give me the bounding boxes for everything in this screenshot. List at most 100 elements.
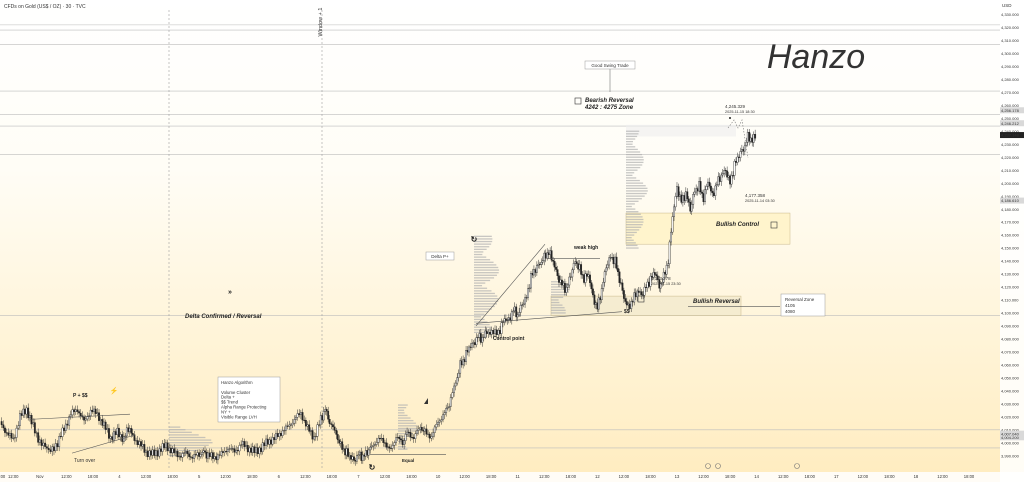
price-tick-label: 4,070.000 bbox=[1001, 350, 1020, 355]
candle-body bbox=[484, 330, 487, 338]
volume-profile-bar bbox=[474, 287, 488, 289]
candle-body bbox=[569, 276, 572, 278]
candle-body bbox=[717, 176, 720, 185]
candle-body bbox=[465, 350, 467, 362]
time-tick-label: 12:00 bbox=[459, 474, 470, 479]
volume-profile-delta bbox=[474, 235, 500, 334]
candle-body bbox=[506, 319, 509, 321]
candle-body bbox=[597, 297, 600, 310]
candle-body bbox=[251, 446, 254, 453]
candle-body bbox=[241, 441, 244, 445]
candle-body bbox=[93, 408, 95, 412]
control-line bbox=[475, 311, 623, 324]
volume-profile-bar bbox=[626, 221, 644, 223]
candle-body bbox=[37, 432, 40, 443]
candle-body bbox=[396, 437, 399, 439]
price-tick-label: 4,240.000 bbox=[1001, 129, 1020, 134]
candle-body bbox=[288, 424, 291, 427]
candle-body bbox=[538, 263, 541, 265]
volume-profile-bar bbox=[474, 326, 492, 328]
candle-body bbox=[435, 424, 438, 428]
price-tag-box bbox=[1000, 434, 1024, 441]
volume-profile-bar bbox=[626, 133, 639, 135]
candle-body bbox=[49, 449, 52, 452]
candle-body bbox=[98, 412, 100, 421]
candle-body bbox=[490, 330, 493, 335]
candle-body bbox=[406, 431, 408, 435]
candle-body bbox=[350, 455, 352, 460]
candle-body bbox=[306, 424, 309, 427]
candle-body bbox=[640, 291, 643, 295]
candle-body bbox=[730, 175, 733, 185]
candle-body bbox=[503, 318, 506, 323]
volume-profile-bar bbox=[626, 179, 640, 182]
candle-body bbox=[64, 423, 67, 431]
volume-profile-bar bbox=[626, 159, 644, 161]
candle-body bbox=[385, 442, 388, 448]
time-tick-label: 17 bbox=[834, 474, 839, 479]
candle-body bbox=[680, 194, 683, 203]
candle-body bbox=[245, 445, 248, 447]
candle-body bbox=[109, 436, 112, 439]
candle-body bbox=[537, 263, 540, 266]
candle-body bbox=[304, 420, 307, 427]
time-tick-label: 5 bbox=[198, 474, 201, 479]
candle-body bbox=[231, 448, 234, 450]
candle-body bbox=[71, 409, 74, 416]
time-axis-marker-icon bbox=[794, 463, 800, 469]
volume-profile-bar bbox=[474, 295, 498, 297]
candle-body bbox=[338, 439, 341, 444]
candle-body bbox=[605, 267, 608, 272]
candle-body bbox=[701, 191, 703, 194]
volume-profile-bar bbox=[398, 419, 414, 422]
candle-body bbox=[459, 360, 462, 374]
refresh-icon: ↻ bbox=[471, 235, 478, 244]
candle-body bbox=[445, 408, 448, 413]
candle-body bbox=[395, 437, 397, 443]
price-tick-label: 4,260.000 bbox=[1001, 103, 1020, 108]
candle-body bbox=[20, 413, 23, 416]
projection-path bbox=[727, 119, 749, 159]
candle-body bbox=[280, 433, 282, 436]
candle-body bbox=[516, 314, 519, 318]
volume-profile-bar bbox=[398, 407, 407, 409]
candle-body bbox=[260, 447, 262, 452]
volume-profile-bar bbox=[169, 449, 198, 452]
candle-body bbox=[246, 445, 249, 453]
candle-body bbox=[191, 457, 194, 459]
candle-body bbox=[714, 185, 717, 196]
candle-body bbox=[186, 451, 189, 455]
volume-profile-bar bbox=[398, 412, 405, 414]
candle-body bbox=[581, 274, 584, 276]
price-tick-label: 4,140.000 bbox=[1001, 259, 1020, 264]
time-tick-label: 12:00 bbox=[300, 474, 311, 479]
candle-body bbox=[684, 191, 687, 201]
candle-body bbox=[275, 433, 277, 440]
candle-body bbox=[325, 409, 328, 412]
volume-profile-bar bbox=[169, 439, 212, 441]
time-tick-label: 18:00 bbox=[167, 474, 178, 479]
candle-body bbox=[655, 274, 658, 277]
candle-body bbox=[566, 284, 569, 288]
candle-body bbox=[388, 446, 391, 449]
candle-body bbox=[732, 175, 734, 177]
candle-body bbox=[649, 275, 652, 287]
candle-body bbox=[128, 428, 131, 432]
candle-body bbox=[705, 186, 708, 190]
candle-body bbox=[749, 137, 752, 142]
candle-body bbox=[240, 444, 243, 446]
price-tick-label: 4,010.000 bbox=[1001, 427, 1020, 432]
candle-body bbox=[121, 434, 124, 442]
candle-body bbox=[676, 186, 678, 197]
candle-body bbox=[721, 173, 724, 176]
candle-body bbox=[683, 195, 686, 201]
candle-body bbox=[319, 415, 322, 426]
candle-body bbox=[193, 454, 196, 459]
candle-body bbox=[736, 156, 739, 163]
candle-body bbox=[544, 252, 547, 259]
candle-body bbox=[416, 430, 418, 434]
candle-body bbox=[66, 423, 69, 426]
time-tick-label: 18 bbox=[914, 474, 919, 479]
volume-profile-bar bbox=[398, 443, 404, 445]
